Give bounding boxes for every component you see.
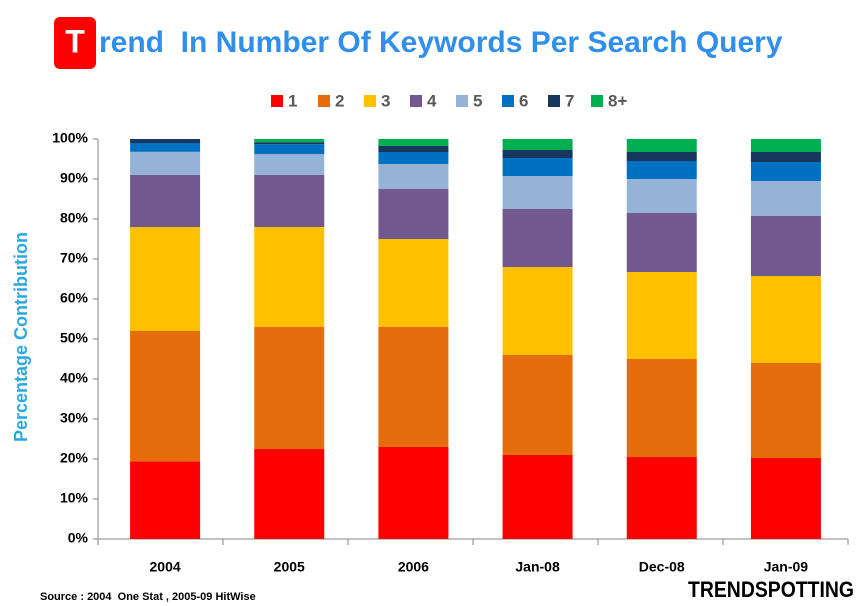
- bar-segment: [254, 175, 325, 227]
- legend-swatch: [410, 95, 422, 107]
- y-tick-label: 0%: [68, 530, 89, 546]
- bar-segment: [750, 162, 821, 181]
- bar-segment: [130, 175, 201, 227]
- x-tick-label: Dec-08: [639, 559, 685, 575]
- y-tick-label: 10%: [60, 490, 89, 506]
- x-tick-label: 2006: [398, 559, 429, 575]
- bar-segment: [502, 355, 573, 455]
- bar-segment: [378, 164, 449, 189]
- bar-segment: [378, 146, 449, 152]
- bar-segment: [502, 209, 573, 267]
- bar-segment: [378, 447, 449, 539]
- title-initial: T: [65, 23, 85, 59]
- legend-swatch: [318, 95, 330, 107]
- y-tick-label: 30%: [60, 410, 89, 426]
- bar-segment: [750, 152, 821, 162]
- y-tick-label: 60%: [60, 290, 89, 306]
- bar-segment: [626, 161, 697, 179]
- bar-segment: [254, 449, 325, 539]
- bar-segment: [626, 272, 697, 359]
- legend-label: 7: [565, 91, 574, 110]
- bar-segment: [254, 154, 325, 175]
- bar-segment: [502, 150, 573, 158]
- bar-segment: [130, 143, 201, 152]
- bar-segment: [378, 327, 449, 447]
- bar-segment: [626, 359, 697, 457]
- legend-label: 8+: [608, 91, 627, 110]
- bar-segment: [254, 139, 325, 143]
- bar-segment: [502, 158, 573, 176]
- bar-segment: [750, 276, 821, 363]
- bar-segment: [502, 176, 573, 209]
- y-tick-label: 40%: [60, 370, 89, 386]
- bar-segment: [378, 139, 449, 146]
- title-initial-box: [54, 17, 96, 69]
- logo: TRENDSPOTTING: [688, 577, 854, 602]
- legend-label: 2: [335, 91, 344, 110]
- bar-segment: [130, 227, 201, 331]
- x-tick-label: Jan-08: [515, 559, 560, 575]
- y-tick-label: 80%: [60, 210, 89, 226]
- bar-segment: [750, 181, 821, 216]
- bar-segment: [130, 461, 201, 539]
- bar-segment: [626, 139, 697, 152]
- legend-swatch: [591, 95, 603, 107]
- x-tick-label: 2004: [150, 559, 181, 575]
- bar-segment: [502, 267, 573, 355]
- legend-swatch: [456, 95, 468, 107]
- bar-segment: [254, 142, 325, 145]
- bar-segment: [502, 455, 573, 539]
- chart-title: rend In Number Of Keywords Per Search Qu…: [99, 26, 783, 59]
- bar-segment: [130, 151, 201, 175]
- legend-swatch: [502, 95, 514, 107]
- bar-segment: [254, 327, 325, 449]
- legend-swatch: [548, 95, 560, 107]
- y-tick-label: 20%: [60, 450, 89, 466]
- bar-segment: [750, 216, 821, 276]
- legend-label: 1: [288, 91, 297, 110]
- y-tick-label: 50%: [60, 330, 89, 346]
- legend-label: 6: [519, 91, 528, 110]
- bar-segment: [378, 189, 449, 239]
- bar-segment: [130, 139, 201, 143]
- y-axis-label: Percentage Contribution: [11, 232, 31, 442]
- bar-segment: [254, 227, 325, 327]
- y-tick-label: 70%: [60, 250, 89, 266]
- legend-swatch: [271, 95, 283, 107]
- x-tick-label: Jan-09: [764, 559, 809, 575]
- bar-segment: [750, 458, 821, 539]
- source-note: Source : 2004 One Stat , 2005-09 HitWise: [40, 591, 256, 603]
- bar-segment: [626, 152, 697, 161]
- legend-label: 3: [381, 91, 390, 110]
- x-tick-label: 2005: [274, 559, 305, 575]
- bar-segment: [254, 144, 325, 155]
- bar-segment: [750, 363, 821, 458]
- bar-segment: [378, 152, 449, 164]
- legend-swatch: [364, 95, 376, 107]
- bar-segment: [626, 457, 697, 539]
- legend-label: 5: [473, 91, 482, 110]
- bar-segment: [626, 213, 697, 272]
- bar-segment: [626, 179, 697, 213]
- bar-segment: [502, 139, 573, 150]
- bar-segment: [130, 331, 201, 462]
- y-tick-label: 90%: [60, 170, 89, 186]
- y-tick-label: 100%: [52, 130, 88, 146]
- bar-segment: [378, 239, 449, 327]
- legend-label: 4: [427, 91, 437, 110]
- bar-segment: [750, 139, 821, 152]
